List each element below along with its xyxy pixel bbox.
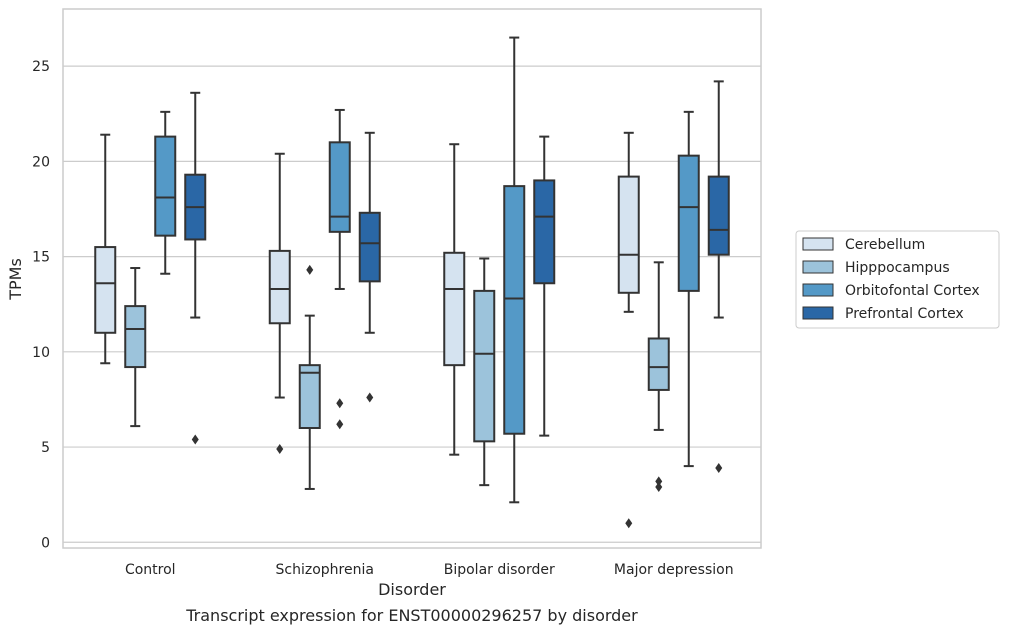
x-tick-label-bipolar-disorder: Bipolar disorder [444,562,555,578]
outlier-point [336,419,344,430]
iqr-box [154,135,177,237]
outlier-point [715,463,723,474]
legend: Cerebellum Hipppocampus Orbitofontal Corte… [795,230,1000,329]
iqr-box [358,211,381,283]
box-orbitofontal-cortex-bipolar-disorder [503,36,526,504]
legend-swatch [802,237,834,251]
y-tick-label: 5 [41,440,50,456]
box-cerebellum-control [94,133,117,365]
outlier-point [655,476,663,487]
legend-swatch [802,260,834,274]
y-tick-label: 25 [32,59,50,75]
series-orbitofontal-cortex [154,36,700,504]
plot-area-border [62,8,762,549]
x-tick-label-control: Control [125,562,176,578]
iqr-box [533,179,556,285]
box-prefrontal-cortex-major-depression [707,80,730,474]
iqr-box [298,364,321,430]
legend-label: Orbitofontal Cortex [845,283,980,299]
legend-item-orbitofontal-cortex: Orbitofontal Cortex [802,283,980,299]
legend-items: Cerebellum Hipppocampus Orbitofontal Corte… [802,237,980,322]
box-plot-marks [94,36,730,529]
iqr-box [617,175,640,294]
box-hipppocampus-control [124,267,147,428]
box-hipppocampus-schizophrenia [298,264,321,490]
y-tick-label: 10 [32,345,50,361]
box-orbitofontal-cortex-schizophrenia [328,108,351,430]
series-hipppocampus [124,257,670,493]
iqr-box [268,249,291,325]
y-tick-label: 0 [41,535,50,551]
box-hipppocampus-bipolar-disorder [473,257,496,487]
figure-caption: Transcript expression for ENST0000029625… [186,606,638,625]
iqr-box [443,251,466,367]
iqr-box [473,289,496,443]
box-prefrontal-cortex-bipolar-disorder [533,135,556,437]
outlier-point [191,434,199,445]
x-tick-label-schizophrenia: Schizophrenia [276,562,374,578]
legend-item-cerebellum: Cerebellum [802,237,925,253]
legend-label: Prefrontal Cortex [845,306,964,322]
x-axis-label: Disorder [378,580,446,599]
outlier-point [625,518,633,529]
iqr-box [647,337,670,391]
legend-swatch [802,283,834,297]
outlier-point [655,482,663,493]
series-cerebellum [94,131,640,529]
grid-lines [63,65,761,543]
iqr-box [94,246,117,334]
iqr-box [124,305,147,369]
box-hipppocampus-major-depression [647,261,670,493]
x-tick-label-major-depression: Major depression [614,562,734,578]
box-cerebellum-bipolar-disorder [443,143,466,456]
x-tick-labels: Control Schizophrenia Bipolar disorder Majo… [125,562,734,578]
box-prefrontal-cortex-control [184,91,207,445]
outlier-point [276,443,284,454]
legend-swatch [802,306,834,320]
y-tick-label: 20 [32,154,50,170]
y-axis-label: TPMs [6,258,25,301]
iqr-box [677,154,700,292]
legend-frame [795,230,1000,329]
legend-label: Hipppocampus [845,260,950,276]
y-tick-label: 15 [32,250,50,266]
iqr-box [328,141,351,233]
legend-item-hipppocampus: Hipppocampus [802,260,950,276]
box-prefrontal-cortex-schizophrenia [358,131,381,403]
series-prefrontal-cortex [184,80,730,474]
legend-label: Cerebellum [845,237,925,253]
y-tick-labels: 0 5 10 15 20 25 [32,59,50,551]
iqr-box [503,185,526,435]
box-orbitofontal-cortex-control [154,110,177,275]
outlier-point [306,264,314,275]
legend-item-prefrontal-cortex: Prefrontal Cortex [802,306,964,322]
box-orbitofontal-cortex-major-depression [677,110,700,468]
outlier-point [336,398,344,409]
box-cerebellum-schizophrenia [268,152,291,454]
iqr-box [707,175,730,256]
box-cerebellum-major-depression [617,131,640,529]
outlier-point [366,392,374,403]
